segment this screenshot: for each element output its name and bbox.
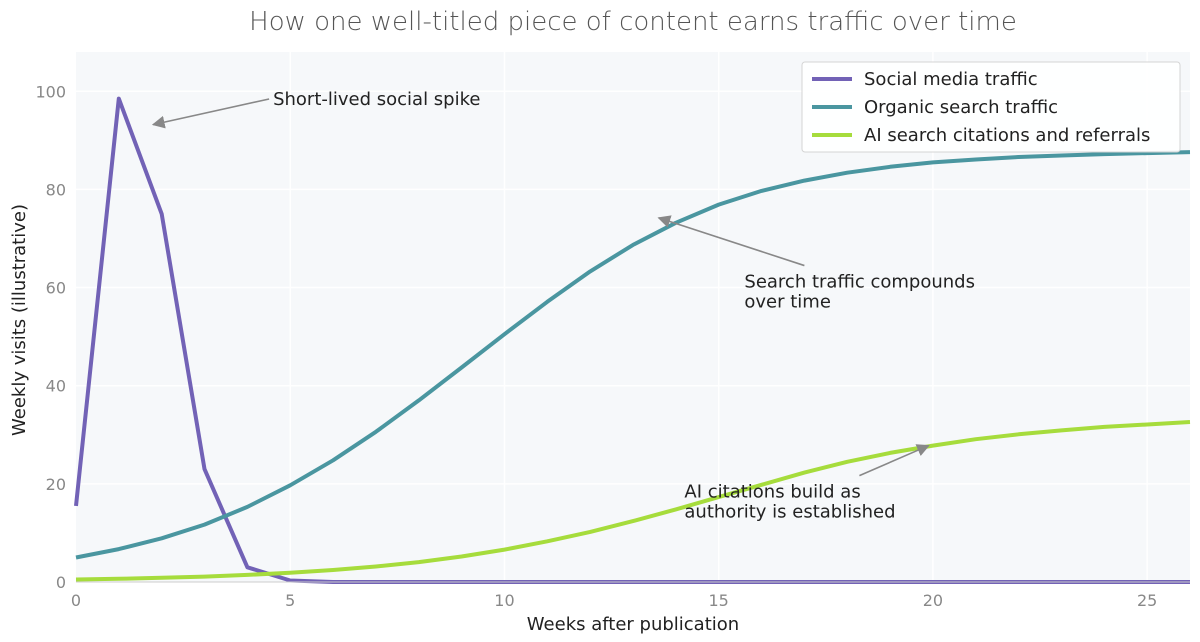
annotation-arrow — [859, 444, 930, 477]
legend-label-0: Social media traffic — [864, 69, 1038, 90]
x-tick-label: 0 — [71, 591, 81, 610]
x-tick-label: 20 — [923, 591, 943, 610]
y-tick-label: 20 — [46, 475, 66, 494]
y-tick-label: 100 — [35, 82, 66, 101]
y-tick-label: 40 — [46, 377, 66, 396]
annotations: Short-lived social spike Search traffic c… — [151, 89, 975, 523]
annotation-text: authority is established — [684, 502, 895, 523]
x-axis-label: Weeks after publication — [527, 614, 739, 635]
series-line-2 — [75, 420, 1191, 582]
ticks: 0 5 10 15 20 25 0 20 40 60 80 100 — [35, 82, 1157, 610]
y-tick-label: 60 — [46, 279, 66, 298]
legend-label-1: Organic search traffic — [864, 97, 1058, 118]
annotation-text: AI citations build as — [684, 482, 860, 503]
annotation-arrow — [657, 215, 805, 267]
legend-label-2: AI search citations and referrals — [864, 125, 1150, 146]
legend-box — [801, 61, 1181, 153]
x-tick-label: 15 — [709, 591, 729, 610]
legend: Social media traffic Organic search traff… — [801, 61, 1181, 153]
annotation-text: Short-lived social spike — [273, 89, 480, 110]
annotation-arrow — [151, 98, 270, 129]
x-tick-label: 10 — [494, 591, 514, 610]
y-tick-label: 0 — [56, 573, 66, 592]
series-line-1 — [75, 150, 1191, 560]
x-tick-label: 25 — [1137, 591, 1157, 610]
x-tick-label: 5 — [285, 591, 295, 610]
y-tick-label: 80 — [46, 180, 66, 199]
y-axis-label: Weekly visits (illustrative) — [9, 204, 30, 436]
annotation-text: Search traffic compounds — [744, 272, 975, 293]
chart-title: How one well-titled piece of content ear… — [249, 7, 1017, 37]
annotation-text: over time — [744, 292, 831, 313]
